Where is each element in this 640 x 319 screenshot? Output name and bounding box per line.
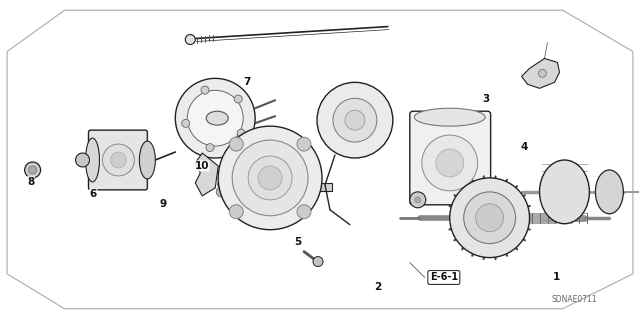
Circle shape (232, 140, 308, 216)
Circle shape (313, 256, 323, 267)
Circle shape (201, 86, 209, 94)
Circle shape (186, 34, 195, 45)
Text: 4: 4 (521, 142, 528, 152)
FancyBboxPatch shape (410, 111, 491, 205)
Ellipse shape (540, 160, 589, 224)
Circle shape (317, 82, 393, 158)
Circle shape (175, 78, 255, 158)
Circle shape (333, 98, 377, 142)
Circle shape (538, 70, 547, 78)
Circle shape (297, 205, 311, 219)
Text: 5: 5 (294, 237, 301, 247)
Circle shape (218, 126, 322, 230)
Circle shape (188, 90, 243, 146)
Ellipse shape (414, 108, 485, 126)
Circle shape (297, 137, 311, 151)
FancyBboxPatch shape (88, 130, 147, 190)
Text: 10: 10 (195, 161, 209, 171)
Text: 8: 8 (27, 177, 35, 187)
Text: 6: 6 (90, 189, 97, 199)
Circle shape (229, 205, 243, 219)
Circle shape (464, 192, 516, 244)
FancyBboxPatch shape (320, 183, 332, 191)
Text: 9: 9 (160, 199, 167, 209)
Circle shape (248, 156, 292, 200)
Circle shape (476, 204, 504, 232)
Circle shape (415, 197, 420, 203)
Text: 7: 7 (243, 77, 250, 87)
Polygon shape (522, 58, 559, 88)
Circle shape (410, 192, 426, 208)
Ellipse shape (595, 170, 623, 214)
Circle shape (237, 129, 245, 137)
Circle shape (234, 95, 242, 103)
Ellipse shape (86, 138, 99, 182)
Text: 3: 3 (483, 94, 490, 104)
Circle shape (345, 110, 365, 130)
Circle shape (182, 119, 189, 127)
Circle shape (436, 149, 464, 177)
Text: E-6-1: E-6-1 (430, 272, 458, 283)
Circle shape (102, 144, 134, 176)
Ellipse shape (140, 141, 156, 179)
Text: 1: 1 (553, 272, 560, 282)
Polygon shape (195, 153, 218, 196)
Circle shape (229, 137, 243, 151)
Circle shape (206, 144, 214, 152)
Circle shape (29, 166, 36, 174)
Circle shape (111, 152, 127, 168)
Text: SDNAE0711: SDNAE0711 (552, 295, 597, 304)
Text: 2: 2 (374, 282, 381, 292)
Circle shape (450, 178, 529, 257)
Ellipse shape (206, 111, 228, 125)
Circle shape (76, 153, 90, 167)
Circle shape (258, 166, 282, 190)
Circle shape (25, 162, 40, 178)
Circle shape (205, 168, 215, 178)
Circle shape (422, 135, 477, 191)
Circle shape (216, 187, 226, 197)
